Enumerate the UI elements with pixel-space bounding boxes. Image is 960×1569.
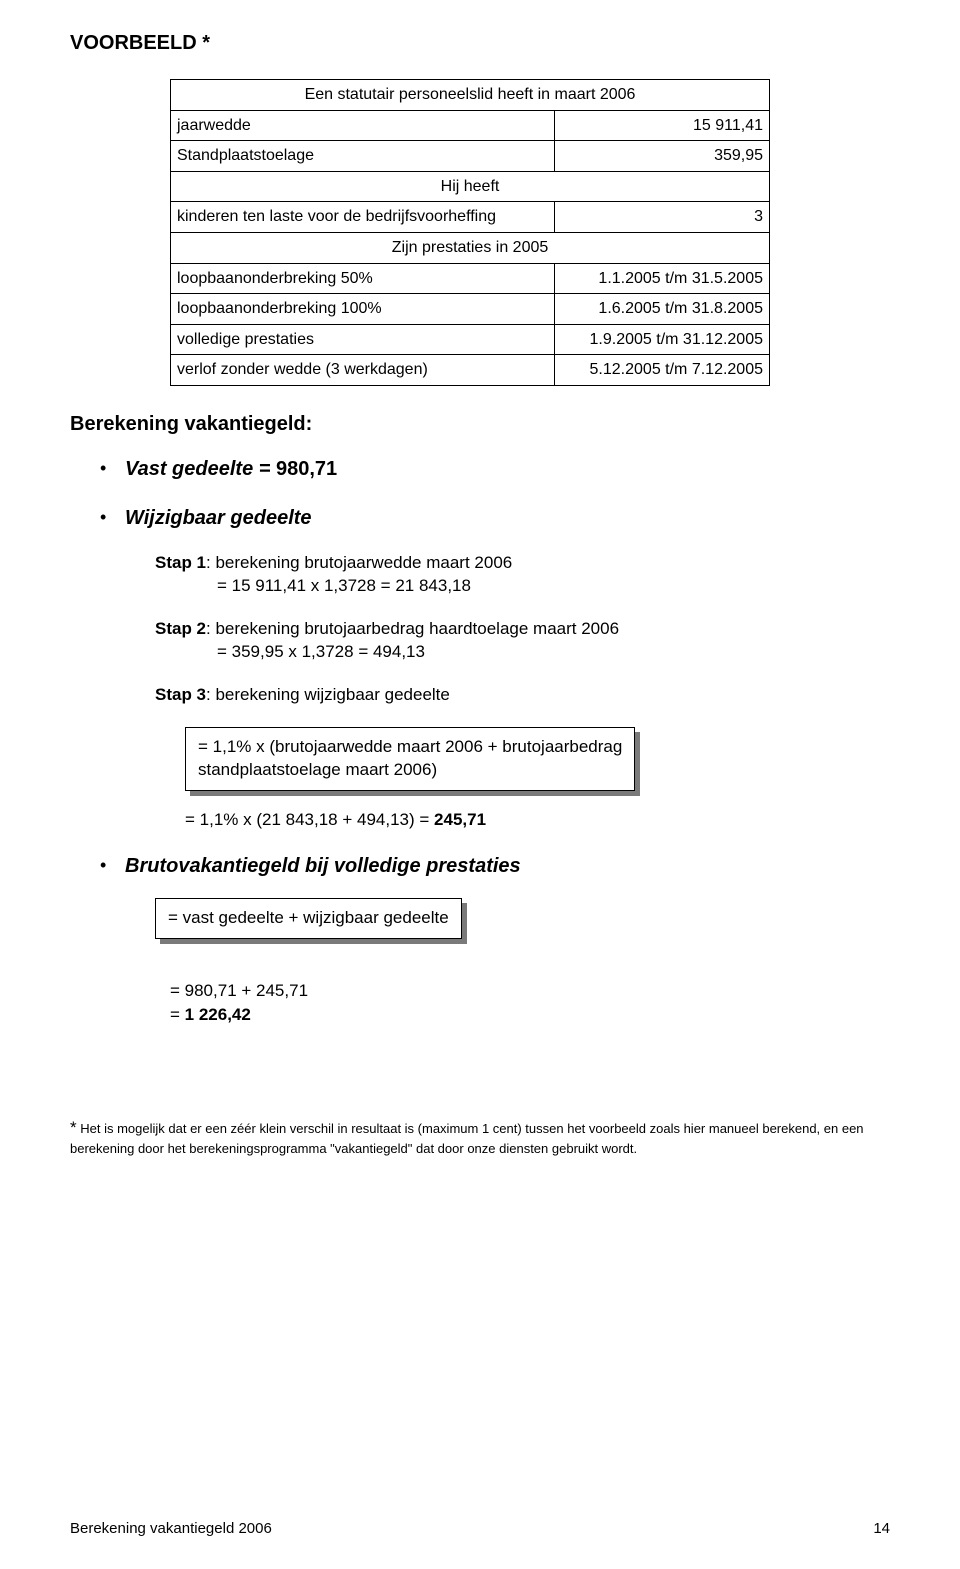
bullet-label: Brutovakantiegeld bij volledige prestati… xyxy=(125,855,521,877)
result-pre: = 1,1% x (21 843,18 + 494,13) = xyxy=(185,810,434,829)
formula-box: = vast gedeelte + wijzigbaar gedeelte xyxy=(155,898,462,939)
stap-label: Stap 2 xyxy=(155,619,206,638)
table-subhead: Zijn prestaties in 2005 xyxy=(171,232,770,263)
table-subhead: Hij heeft xyxy=(171,171,770,202)
table-cell-value: 1.9.2005 t/m 31.12.2005 xyxy=(554,324,769,355)
table-cell-label: loopbaanonderbreking 50% xyxy=(171,263,555,294)
stap-text: : berekening wijzigbaar gedeelte xyxy=(206,685,450,704)
bullet-wijzigbaar-gedeelte: Wijzigbaar gedeelte Stap 1: berekening b… xyxy=(100,505,890,832)
table-cell-value: 3 xyxy=(554,202,769,233)
table-cell-value: 359,95 xyxy=(554,141,769,172)
footer-left: Berekening vakantiegeld 2006 xyxy=(70,1519,272,1539)
stap-text: : berekening brutojaarwedde maart 2006 xyxy=(206,553,512,572)
table-cell-label: jaarwedde xyxy=(171,110,555,141)
table-cell-value: 1.6.2005 t/m 31.8.2005 xyxy=(554,294,769,325)
formula-line: = vast gedeelte + wijzigbaar gedeelte xyxy=(168,908,449,927)
stap-label: Stap 1 xyxy=(155,553,206,572)
sum-pre: = xyxy=(170,1005,185,1024)
bullet-label: Wijzigbaar gedeelte xyxy=(125,507,312,529)
formula-line: = 1,1% x (brutojaarwedde maart 2006 + br… xyxy=(198,737,622,756)
table-cell-label: volledige prestaties xyxy=(171,324,555,355)
footnote-text: Het is mogelijk dat er een zéér klein ve… xyxy=(70,1121,864,1156)
stap-calc: = 359,95 x 1,3728 = 494,13 xyxy=(217,641,890,664)
bullet-value: 980,71 xyxy=(276,458,337,480)
example-table: Een statutair personeelslid heeft in maa… xyxy=(170,79,770,386)
section-heading: Berekening vakantiegeld: xyxy=(70,411,890,438)
table-header: Een statutair personeelslid heeft in maa… xyxy=(171,80,770,111)
bullet-brutovakantiegeld: Brutovakantiegeld bij volledige prestati… xyxy=(100,853,890,957)
bullet-vast-gedeelte: Vast gedeelte = 980,71 xyxy=(100,456,890,483)
formula-box: = 1,1% x (brutojaarwedde maart 2006 + br… xyxy=(185,727,635,791)
stap-text: : berekening brutojaarbedrag haardtoelag… xyxy=(206,619,619,638)
table-cell-value: 5.12.2005 t/m 7.12.2005 xyxy=(554,355,769,386)
bullet-label: Vast gedeelte = xyxy=(125,458,276,480)
table-cell-label: loopbaanonderbreking 100% xyxy=(171,294,555,325)
table-cell-label: Standplaatstoelage xyxy=(171,141,555,172)
table-cell-label: verlof zonder wedde (3 werkdagen) xyxy=(171,355,555,386)
formula-line: standplaatstoelage maart 2006) xyxy=(198,760,437,779)
stap-calc: = 15 911,41 x 1,3728 = 21 843,18 xyxy=(217,575,890,598)
table-cell-value: 15 911,41 xyxy=(554,110,769,141)
footer-page-number: 14 xyxy=(873,1519,890,1539)
page-title: VOORBEELD * xyxy=(70,30,890,57)
table-cell-value: 1.1.2005 t/m 31.5.2005 xyxy=(554,263,769,294)
sum-block: = 980,71 + 245,71 = 1 226,42 xyxy=(170,979,890,1027)
stap-label: Stap 3 xyxy=(155,685,206,704)
table-cell-label: kinderen ten laste voor de bedrijfsvoorh… xyxy=(171,202,555,233)
sum-line: = 980,71 + 245,71 xyxy=(170,979,890,1003)
result-value: 245,71 xyxy=(434,810,486,829)
sum-value: 1 226,42 xyxy=(185,1005,251,1024)
footnote: * Het is mogelijk dat er een zéér klein … xyxy=(70,1117,890,1157)
